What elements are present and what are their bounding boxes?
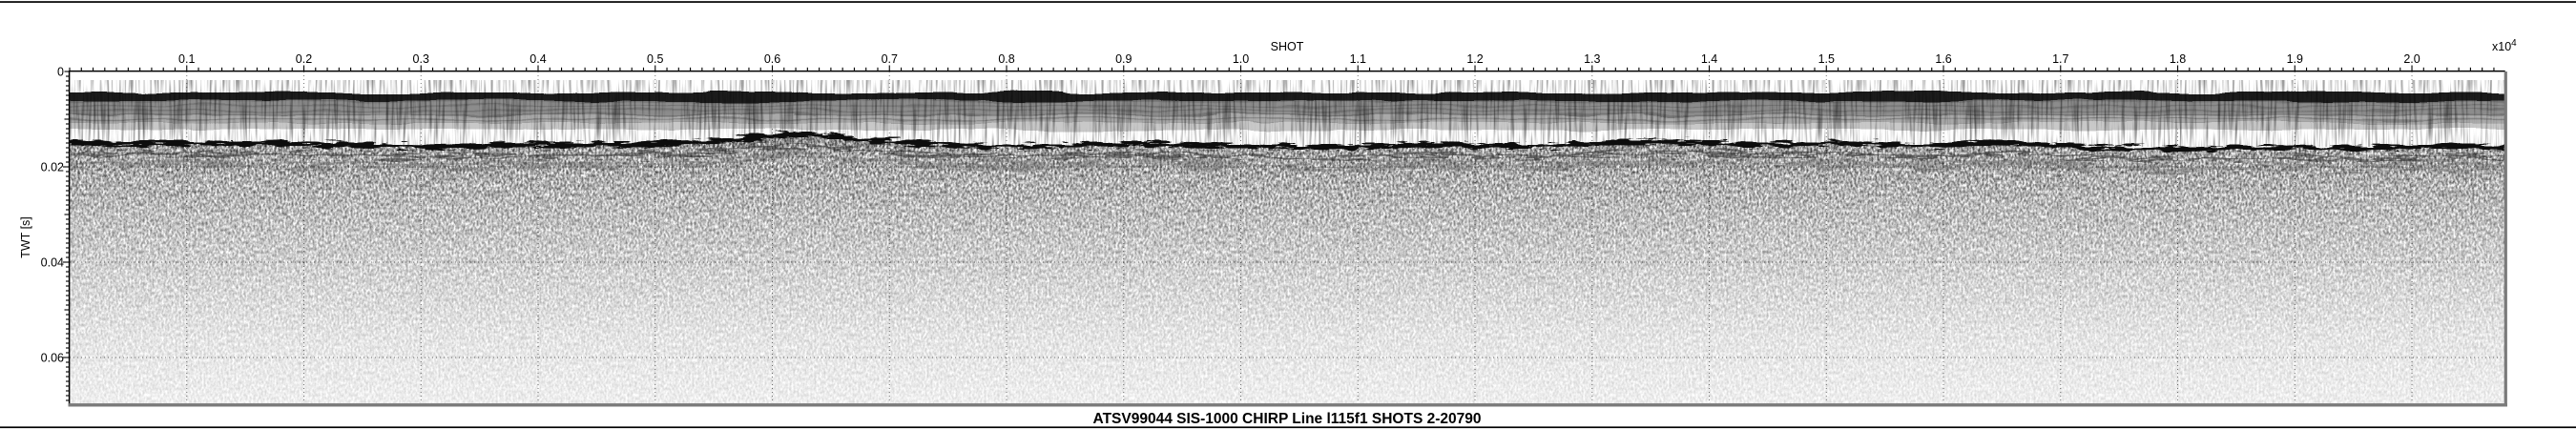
x-tick-label: 1.3	[1584, 52, 1600, 66]
tick-label-layer: 0.1 0.2 0.3 0.4 0.5 0.6 0.7 0.8 0.9 1.0 1.1 1.2 1.3 1…	[41, 52, 2420, 365]
x-tick-label: 1.2	[1466, 52, 1483, 66]
x-scale-mantissa: x10	[2492, 40, 2511, 53]
x-tick-label: 1.0	[1233, 52, 1249, 66]
seafloor-sub-bottom-reflector	[70, 132, 2504, 152]
y-tick-label: 0	[57, 66, 64, 79]
x-tick-label: 1.4	[1701, 52, 1717, 66]
x-axis-scale-label: x104	[2492, 38, 2517, 53]
x-tick-label: 0.9	[1115, 52, 1132, 66]
x-tick-label: 0.8	[998, 52, 1014, 66]
seismic-data-layer	[70, 86, 2504, 403]
x-tick-label: 0.3	[413, 52, 429, 66]
x-tick-label: 0.4	[530, 52, 546, 66]
reflector-echo	[70, 143, 2504, 161]
x-tick-label: 1.9	[2287, 52, 2303, 66]
x-tick-label: 1.1	[1350, 52, 1366, 66]
x-tick-label: 1.5	[1818, 52, 1835, 66]
x-tick-label: 0.2	[296, 52, 312, 66]
x-tick-label: 0.5	[647, 52, 663, 66]
x-tick-label: 2.0	[2403, 52, 2420, 66]
y-tick-label: 0.04	[41, 256, 64, 270]
page-top-rule	[0, 1, 2576, 3]
diffuse-echo-band	[70, 152, 2504, 173]
x-scale-exponent: 4	[2511, 38, 2517, 49]
x-tick-label: 1.6	[1935, 52, 1951, 66]
y-axis-label: TWT [s]	[19, 216, 32, 258]
x-tick-label: 1.8	[2170, 52, 2186, 66]
x-tick-label: 1.7	[2052, 52, 2068, 66]
x-tick-label: 0.7	[882, 52, 898, 66]
x-axis-label: SHOT	[1271, 40, 1304, 53]
y-tick-label: 0.02	[41, 161, 64, 174]
y-tick-label: 0.06	[41, 352, 64, 365]
x-tick-label: 0.6	[764, 52, 780, 66]
x-tick-label: 0.1	[178, 52, 195, 66]
figure-title: ATSV99044 SIS-1000 CHIRP Line l115f1 SHO…	[1093, 411, 1482, 427]
axis-layer	[63, 65, 2507, 407]
page-bottom-rule	[0, 426, 2576, 429]
